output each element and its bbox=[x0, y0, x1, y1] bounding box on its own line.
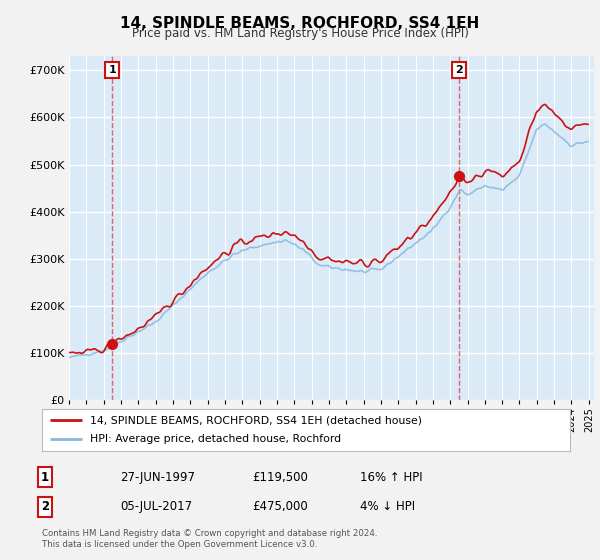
Text: 16% ↑ HPI: 16% ↑ HPI bbox=[360, 470, 422, 484]
Text: Price paid vs. HM Land Registry's House Price Index (HPI): Price paid vs. HM Land Registry's House … bbox=[131, 27, 469, 40]
Text: HPI: Average price, detached house, Rochford: HPI: Average price, detached house, Roch… bbox=[89, 435, 341, 445]
Text: 1: 1 bbox=[108, 65, 116, 75]
Text: 14, SPINDLE BEAMS, ROCHFORD, SS4 1EH: 14, SPINDLE BEAMS, ROCHFORD, SS4 1EH bbox=[121, 16, 479, 31]
Text: 2: 2 bbox=[455, 65, 463, 75]
Text: 27-JUN-1997: 27-JUN-1997 bbox=[120, 470, 195, 484]
Text: 1: 1 bbox=[41, 470, 49, 484]
Text: 2: 2 bbox=[41, 500, 49, 514]
Text: £119,500: £119,500 bbox=[252, 470, 308, 484]
Text: £475,000: £475,000 bbox=[252, 500, 308, 514]
Text: 14, SPINDLE BEAMS, ROCHFORD, SS4 1EH (detached house): 14, SPINDLE BEAMS, ROCHFORD, SS4 1EH (de… bbox=[89, 415, 422, 425]
Text: 4% ↓ HPI: 4% ↓ HPI bbox=[360, 500, 415, 514]
Text: Contains HM Land Registry data © Crown copyright and database right 2024.
This d: Contains HM Land Registry data © Crown c… bbox=[42, 529, 377, 549]
Text: 05-JUL-2017: 05-JUL-2017 bbox=[120, 500, 192, 514]
